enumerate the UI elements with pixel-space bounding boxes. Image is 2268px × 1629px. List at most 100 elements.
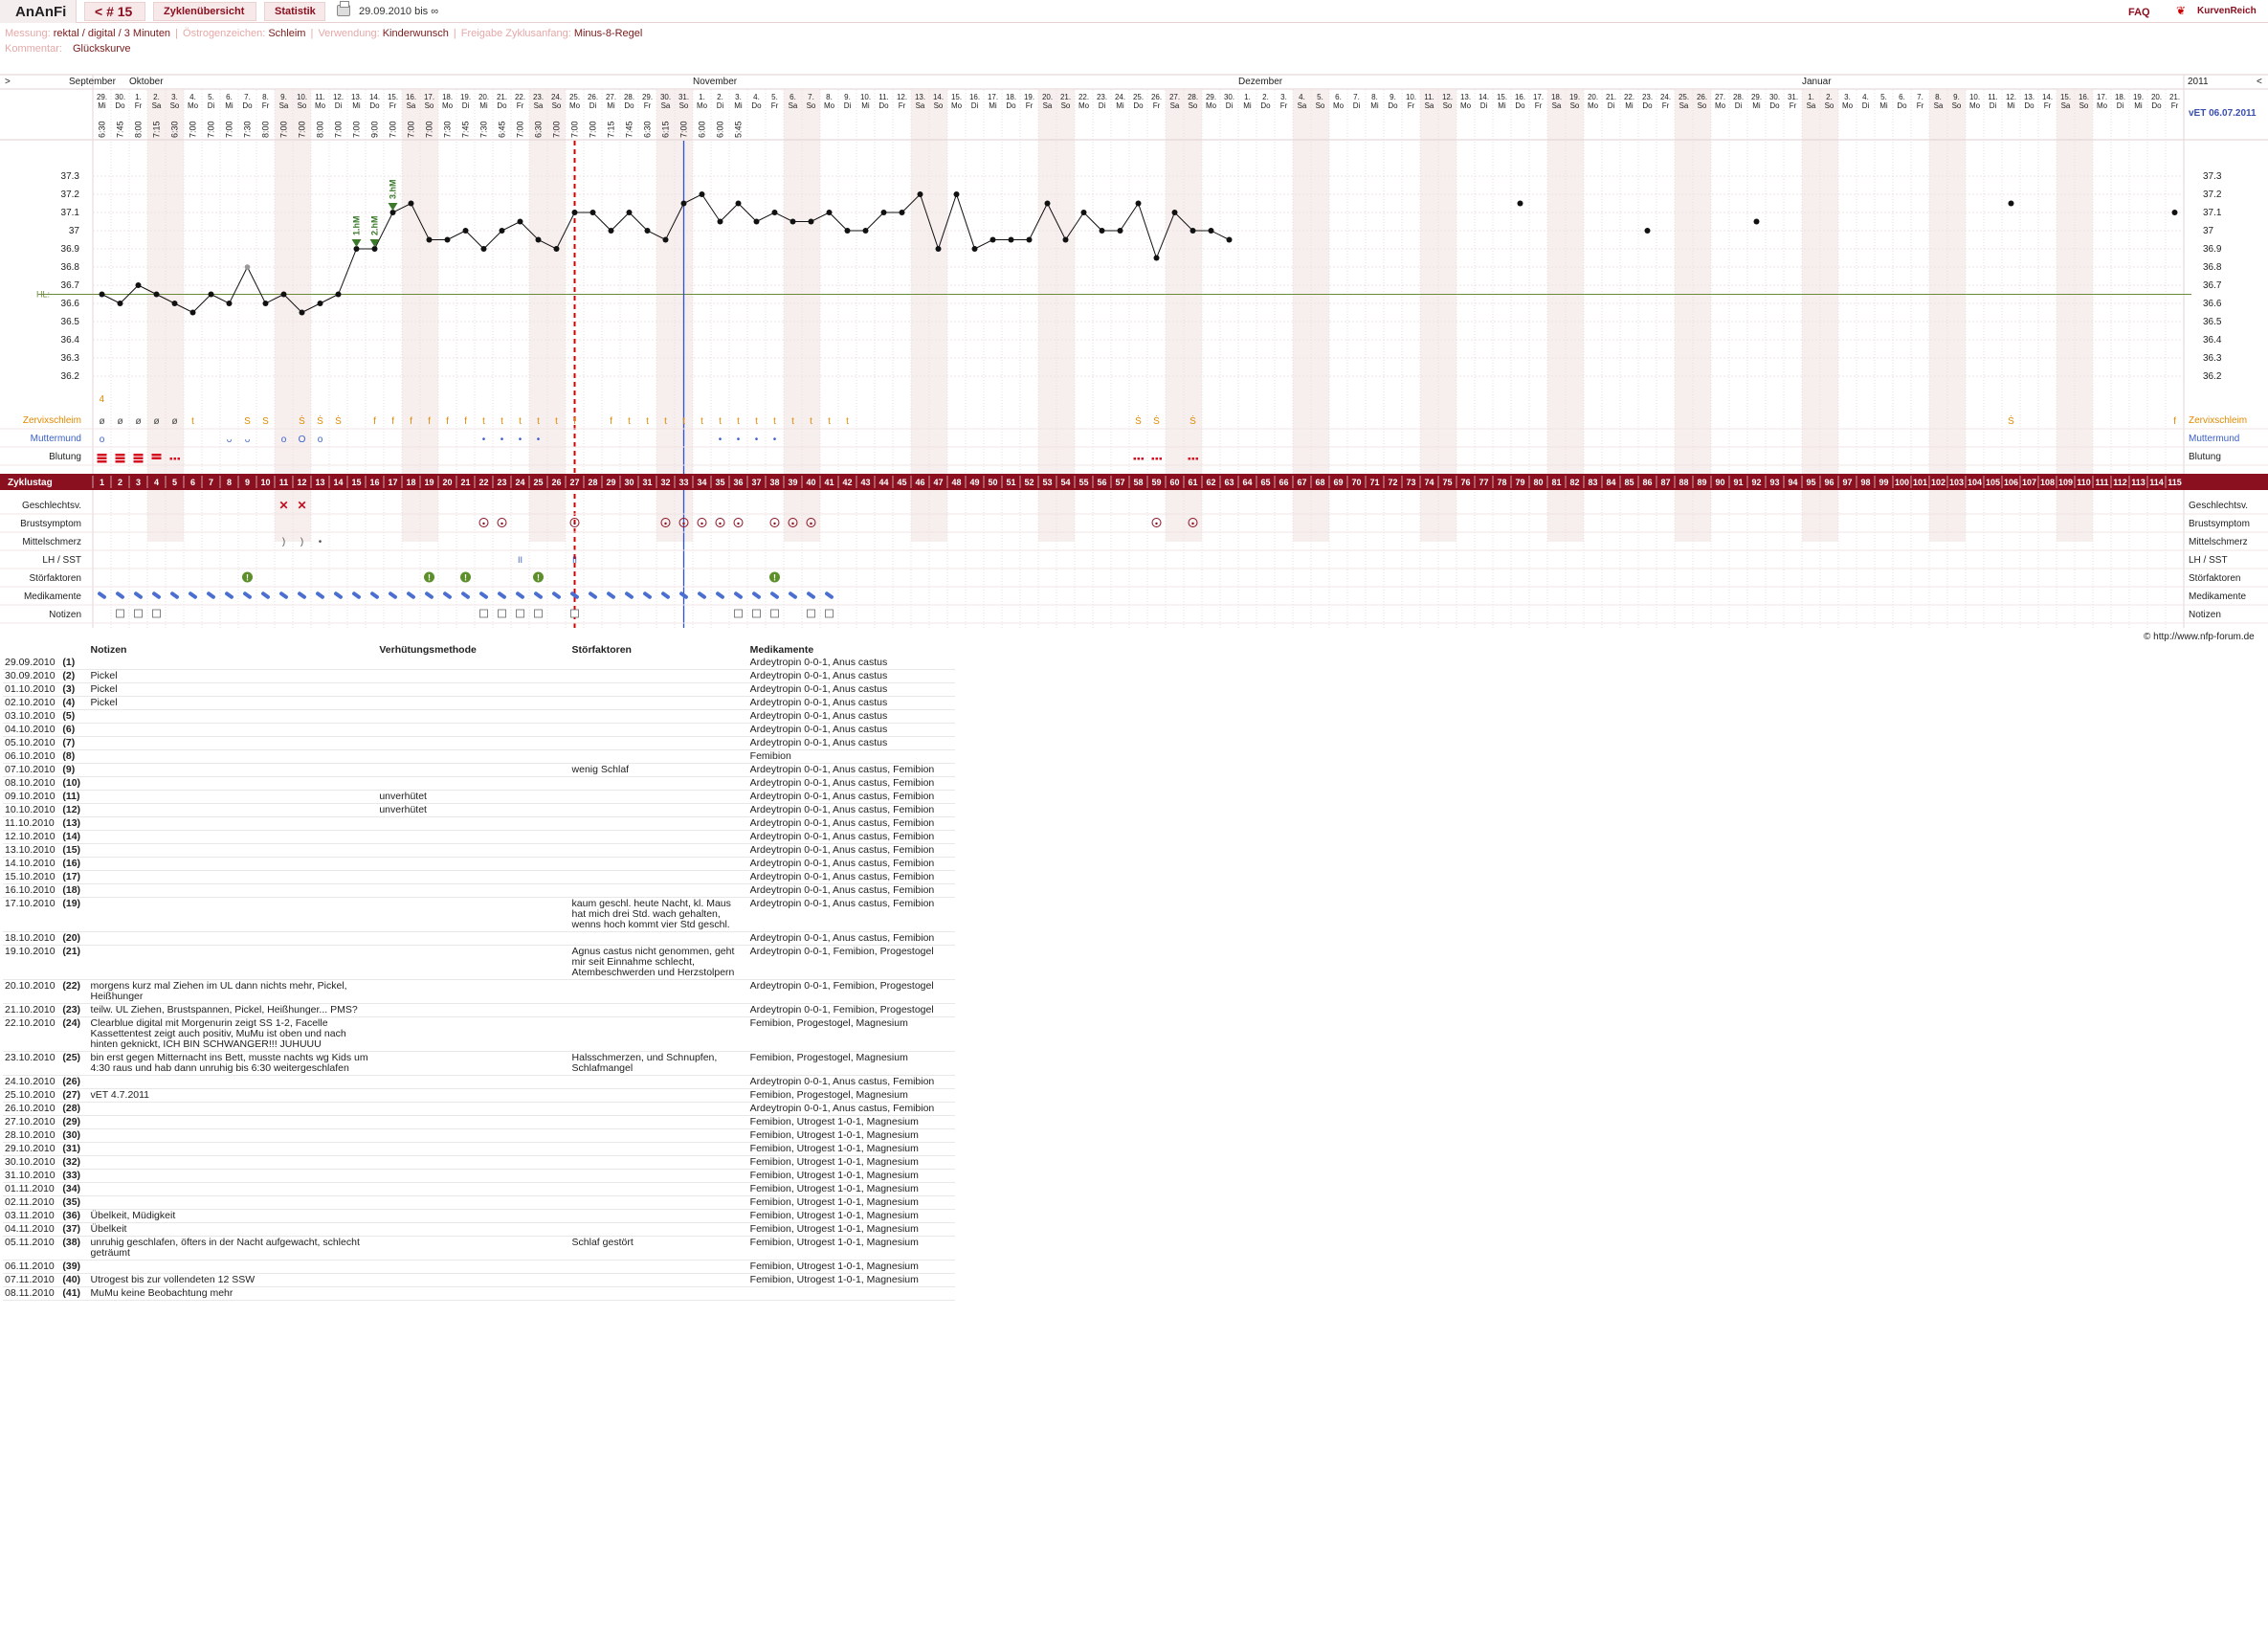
day-number: 28. [1733,93,1744,101]
cycle-day-number: 78 [1497,478,1506,487]
row-disruptions [569,1195,748,1210]
row-date: 05.10.2010 [3,736,61,750]
faq-link[interactable]: FAQ [2128,7,2150,18]
row-medication: Ardeytropin 0-0-1, Anus castus, Femibion [747,870,955,884]
temperature-point [208,291,214,298]
cycle-day-number: 104 [1968,478,1982,487]
table-row: 07.10.2010 (9) wenig Schlaf Ardeytropin 0-0… [3,763,955,777]
day-number: 1. [1808,93,1814,101]
row-contraception [377,830,570,844]
row-date: 26.10.2010 [3,1102,61,1116]
weekday-label: Mo [1206,101,1217,110]
row-notes: Pickel [88,669,378,683]
day-number: 3. [1280,93,1287,101]
temperature-point [680,200,687,207]
day-number: 7. [808,93,814,101]
temp-tick-left: 36.8 [61,262,80,273]
weekday-label: Mi [1752,101,1761,110]
row-disruptions: Schlaf gestört [569,1236,748,1261]
weekday-label: So [1061,101,1071,110]
row-medication: Femibion, Progestogel, Magnesium [747,1051,955,1076]
day-number: 8. [262,93,269,101]
temperature-point [1026,236,1033,243]
weekday-label: Mo [1969,101,1981,110]
cervix-mark: f [2173,416,2176,427]
bottom-row-label-left: Notizen [49,610,81,620]
lh-test-icon: II [518,555,523,565]
temp-tick-right: 36.6 [2203,299,2222,309]
cycle-day-number: 69 [1333,478,1343,487]
temperature-point [171,301,178,306]
temperature-point [444,236,451,243]
weekday-label: Sa [279,101,289,110]
table-row: 05.11.2010 (38) unruhig geschlafen, öfters… [3,1236,955,1261]
table-row: 06.10.2010 (8) Femibion [3,749,955,764]
temperature-point [1117,228,1123,234]
temp-tick-right: 36.8 [2203,262,2222,273]
row-contraception [377,1016,570,1052]
note-icon [516,609,524,618]
row-medication: Femibion, Utrogest 1-0-1, Magnesium [747,1236,955,1261]
day-number: 10. [1406,93,1416,101]
cycle-day-number: 102 [1931,478,1946,487]
day-number: 5. [1317,93,1323,101]
cervix-mark: t [791,416,794,427]
day-number: 2. [717,93,723,101]
cycle-day-number: 97 [1842,478,1852,487]
temp-tick-right: 36.3 [2203,353,2222,364]
use-label: Verwendung: [318,28,380,39]
weekday-label: Do [624,101,634,110]
cycle-day-number: 66 [1279,478,1288,487]
weekday-label: Mi [352,101,361,110]
kurvenreich-logo[interactable]: KurvenReich [2197,6,2257,16]
row-notes [88,1260,378,1274]
day-number: 19. [460,93,471,101]
bottom-row-label-right: Störfaktoren [2189,573,2240,584]
day-number: 26. [588,93,598,101]
cervix-mark: Ṡ [1135,414,1142,427]
temperature-point [789,218,796,225]
cycle-day-number: 51 [1006,478,1015,487]
temp-tick-right: 37 [2203,226,2214,236]
table-row: 26.10.2010 (28) Ardeytropin 0-0-1, Anus ca… [3,1102,955,1116]
temperature-point [99,291,105,298]
tab-statistics[interactable]: Statistik [264,2,325,21]
breast-symptom-icon [806,518,816,527]
measure-time: 9:00 [370,121,380,138]
row-notes [88,931,378,946]
print-icon[interactable] [337,1,350,16]
breast-symptom-dot [482,522,485,525]
day-number: 30. [1224,93,1234,101]
weekday-label: So [934,101,944,110]
weekday-label: Mo [1333,101,1345,110]
row-day-number: (29) [60,1115,89,1129]
weekday-label: Fr [2171,101,2179,110]
medication-icon [534,591,543,599]
day-number: 17. [988,93,998,101]
cycle-day-number: 73 [1406,478,1415,487]
cycle-nav-tab[interactable]: < # 15 [84,2,145,21]
credit-link[interactable]: © http://www.nfp-forum.de [2144,632,2255,642]
breast-symptom-dot [773,522,776,525]
row-date: 01.10.2010 [3,682,61,697]
row-date: 07.10.2010 [3,763,61,777]
table-row: 02.10.2010 (4) Pickel Ardeytropin 0-0-1, An… [3,696,955,710]
tab-cycle-overview[interactable]: Zyklenübersicht [153,2,256,21]
cycle-day-number: 59 [1151,478,1161,487]
table-row: 04.11.2010 (37) Übelkeit Femibion, Utrogest… [3,1222,955,1237]
month-label: Dezember [1238,77,1283,87]
temp-tick-right: 36.9 [2203,244,2222,255]
temperature-point [280,291,287,298]
temp-tick-right: 37.2 [2203,190,2222,200]
day-number: 10. [1969,93,1980,101]
table-row: 07.11.2010 (40) Utrogest bis zur vollendet… [3,1273,955,1287]
row-notes [88,883,378,898]
hcg-label: 2.hM [370,215,380,235]
day-number: 16. [2079,93,2089,101]
row-date: 29.10.2010 [3,1142,61,1156]
temp-tick-left: 36.2 [61,371,80,382]
breast-symptom-dot [719,522,722,525]
nav-next-icon[interactable]: < [2257,77,2262,87]
day-number: 18. [1006,93,1016,101]
temperature-point [644,228,651,234]
